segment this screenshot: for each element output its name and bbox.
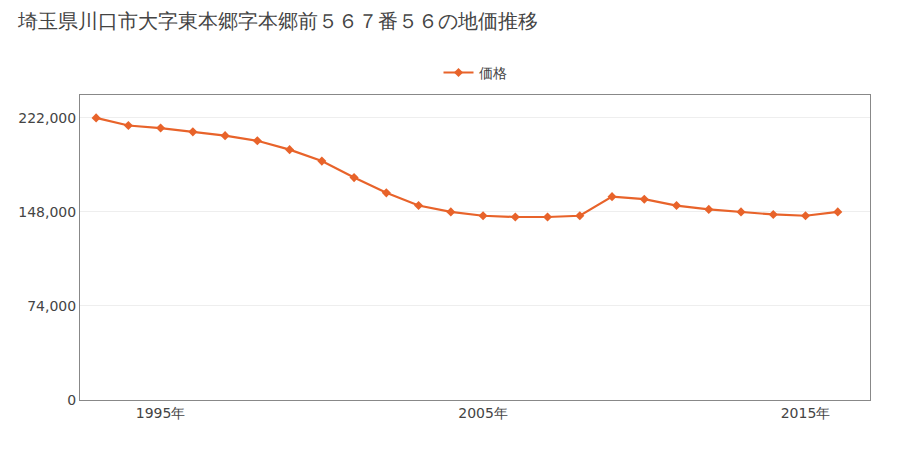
svg-text:2005年: 2005年 <box>458 405 508 421</box>
svg-text:74,000: 74,000 <box>27 298 76 314</box>
svg-text:2015年: 2015年 <box>781 405 831 421</box>
svg-text:価格: 価格 <box>479 65 507 81</box>
svg-text:1995年: 1995年 <box>136 405 186 421</box>
svg-text:222,000: 222,000 <box>18 110 76 126</box>
svg-text:0: 0 <box>67 392 76 408</box>
svg-text:148,000: 148,000 <box>18 204 76 220</box>
svg-text:埼玉県川口市大字東本郷字本郷前５６７番５６の地価推移: 埼玉県川口市大字東本郷字本郷前５６７番５６の地価推移 <box>17 9 538 33</box>
